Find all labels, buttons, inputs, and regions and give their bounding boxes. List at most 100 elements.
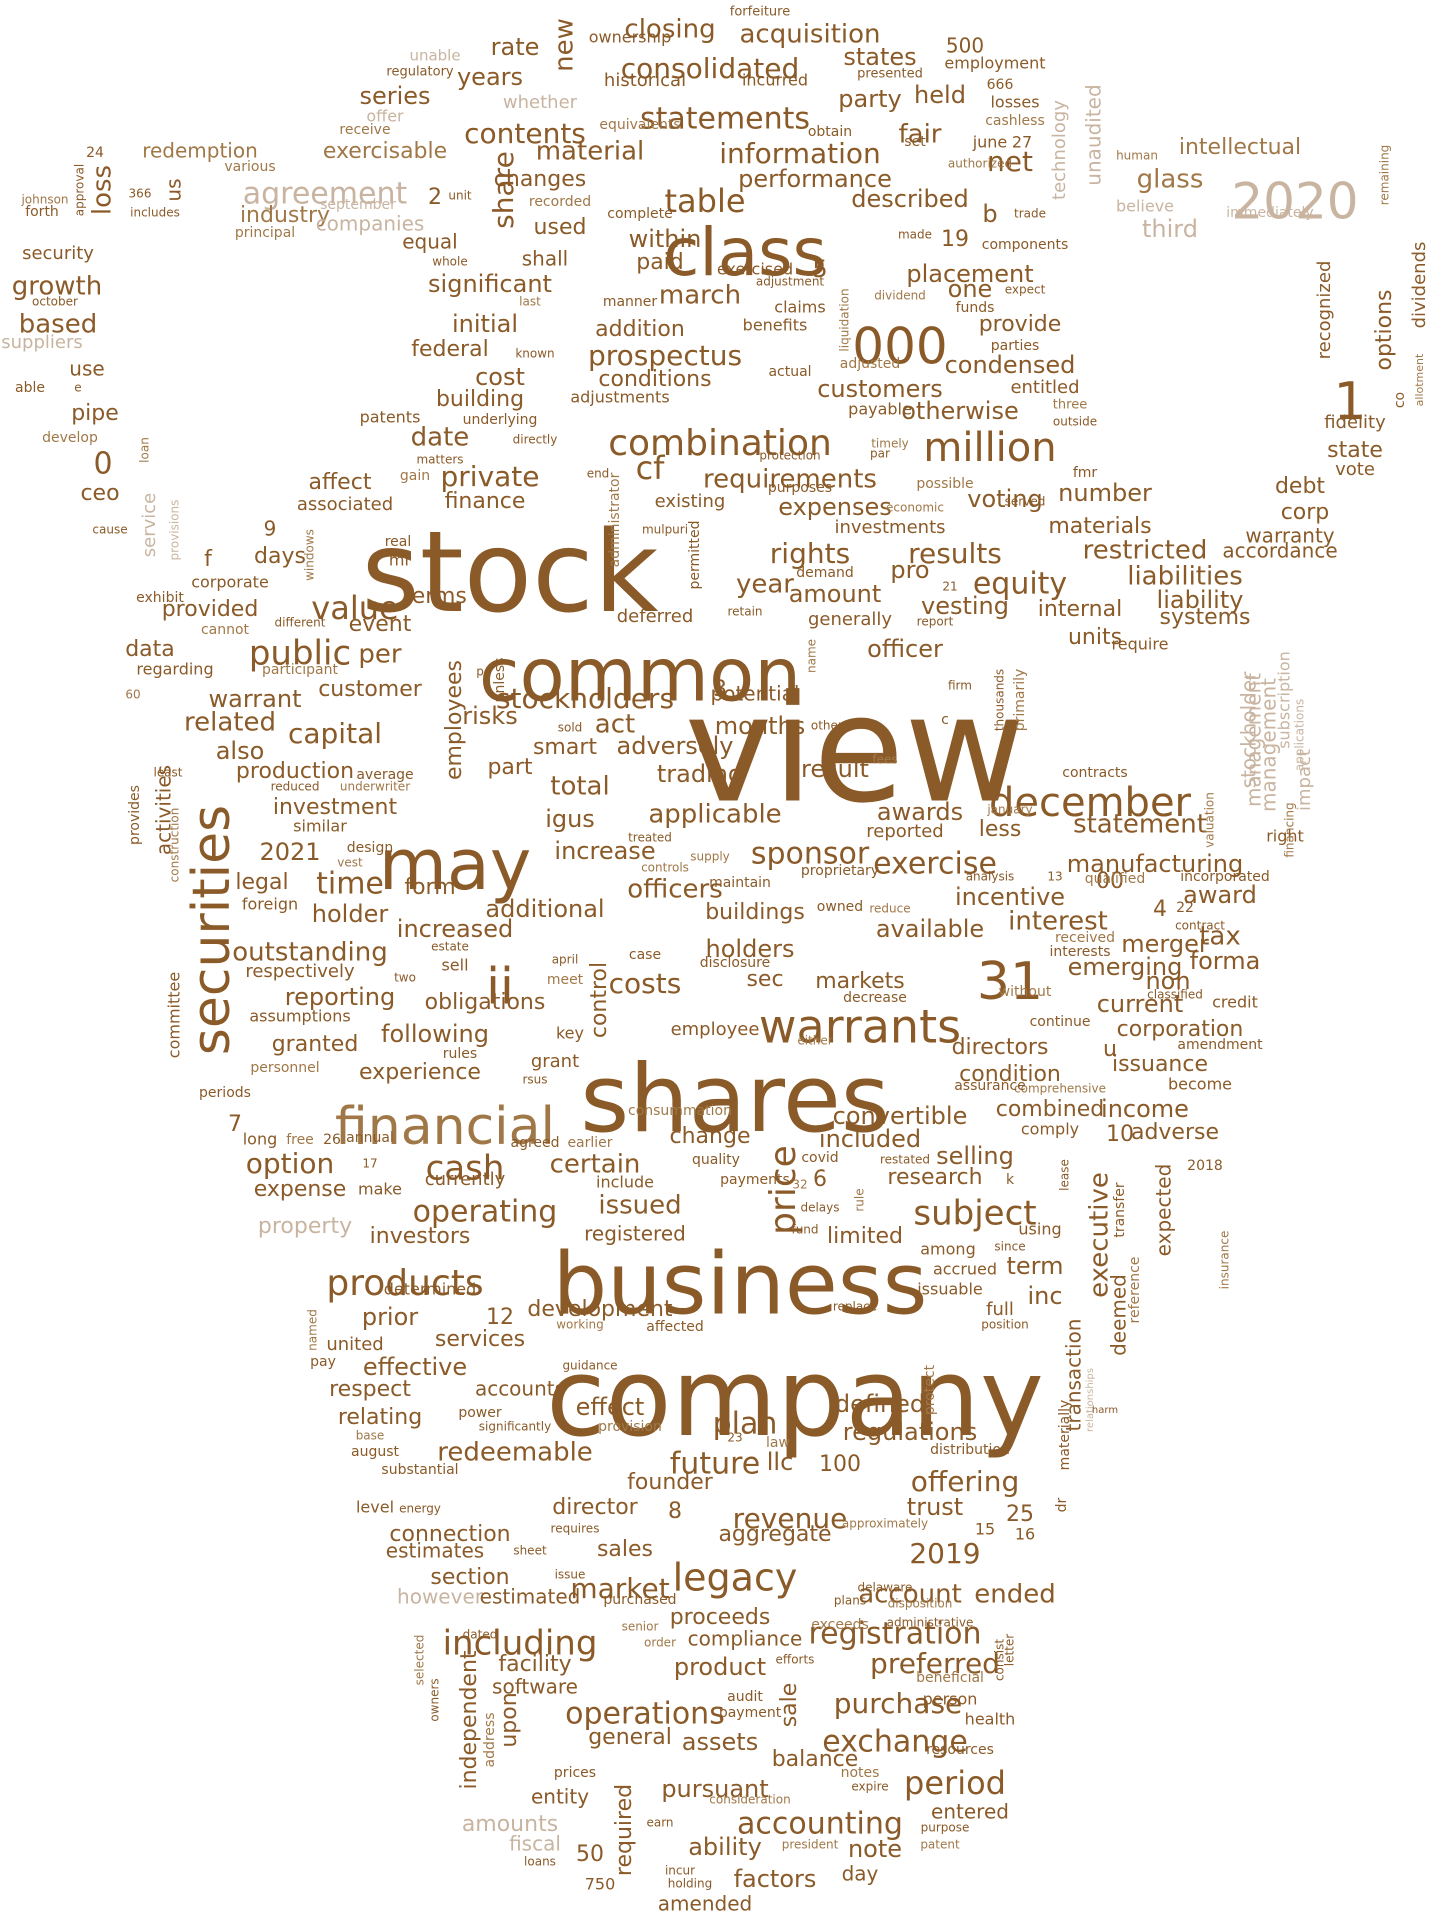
word-series: series — [359, 82, 430, 110]
word-deferred: deferred — [617, 606, 694, 627]
word-third: third — [1142, 215, 1198, 243]
word-amount: amount — [789, 580, 882, 608]
word-pursuant: pursuant — [661, 1775, 768, 1803]
word-maintain: maintain — [709, 875, 771, 891]
word-information: information — [719, 137, 881, 170]
word-unless: unless — [492, 658, 508, 703]
word-participant: participant — [262, 662, 339, 678]
word-vesting: vesting — [921, 592, 1009, 620]
word-15: 15 — [975, 1520, 995, 1539]
word-johnson: johnson — [20, 193, 68, 207]
word-management: management — [1257, 678, 1281, 812]
word-different: different — [275, 616, 326, 630]
word-fidelity: fidelity — [1324, 412, 1386, 433]
word-disclosure: disclosure — [700, 955, 770, 971]
word-common: common — [479, 633, 801, 719]
word-issue: issue — [555, 1568, 586, 1582]
word-protection: protection — [759, 449, 820, 463]
word-entitled: entitled — [1010, 377, 1079, 398]
word-pipe: pipe — [71, 401, 119, 426]
word-statement: statement — [1073, 810, 1207, 840]
word-funds: funds — [956, 300, 995, 316]
word-ownership: ownership — [589, 28, 672, 47]
word-facility: facility — [498, 1652, 571, 1677]
word-balance: balance — [772, 1747, 859, 1772]
word-parties: parties — [991, 338, 1040, 354]
word-provides: provides — [127, 785, 143, 845]
word-patents: patents — [360, 408, 421, 427]
word-either: either — [797, 1034, 832, 1048]
word-product: product — [674, 1653, 766, 1681]
word-set: set — [904, 134, 926, 150]
word-retain: retain — [727, 605, 762, 619]
word-accounts: accounts — [475, 1377, 565, 1401]
word-1: 1 — [1333, 372, 1366, 432]
word-substantial: substantial — [381, 1462, 458, 1478]
word-9: 9 — [264, 517, 277, 541]
word-incur: incur — [665, 1864, 695, 1878]
word-similar: similar — [293, 817, 347, 836]
word-investments: investments — [834, 517, 945, 538]
word-interest: interest — [1008, 907, 1108, 937]
word-non: non — [1145, 967, 1190, 995]
word-16: 16 — [1015, 1525, 1035, 1544]
word-principal: principal — [235, 225, 295, 241]
word-warrants: warrants — [759, 1000, 961, 1054]
word-states: states — [843, 43, 916, 71]
word-liabilities: liabilities — [1127, 562, 1243, 592]
word-allotment: allotment — [1413, 353, 1426, 406]
word-months: months — [715, 712, 805, 740]
word-pro: pro — [890, 556, 929, 584]
word-approximately: approximately — [842, 1517, 928, 1531]
word-holder: holder — [312, 900, 389, 928]
word-efforts: efforts — [776, 1653, 815, 1667]
word-selling: selling — [936, 1142, 1014, 1170]
word-become: become — [1168, 1075, 1232, 1094]
word-disposition: disposition — [888, 1597, 953, 1611]
word-award: award — [1183, 881, 1257, 909]
word-provision: provision — [598, 1419, 662, 1435]
word-13: 13 — [1047, 870, 1062, 884]
word-unable: unable — [409, 47, 460, 65]
word-following: following — [381, 1020, 489, 1048]
word-fund: fund — [791, 1223, 818, 1237]
word-adjustments: adjustments — [570, 388, 669, 407]
word-owned: owned — [817, 899, 863, 915]
word-otherwise: otherwise — [901, 397, 1019, 425]
word-audit: audit — [727, 1689, 763, 1705]
word-person: person — [923, 1690, 978, 1709]
word-regulatory: regulatory — [386, 65, 454, 80]
word-management: management — [1242, 673, 1266, 807]
word-able: able — [15, 380, 45, 396]
word-8: 8 — [668, 1499, 682, 1524]
word-incentive: incentive — [955, 883, 1065, 911]
word-condensed: condensed — [945, 351, 1076, 379]
word-agreed: agreed — [510, 1135, 559, 1151]
word-assurance: assurance — [954, 1078, 1026, 1094]
word-last: last — [519, 295, 541, 309]
word-total: total — [550, 772, 609, 802]
word-expire: expire — [851, 1780, 888, 1794]
word-lease: lease — [1058, 1159, 1072, 1191]
word-firm: firm — [948, 679, 972, 693]
word-forfeiture: forfeiture — [730, 5, 790, 20]
word-energy: energy — [399, 1502, 441, 1516]
word-timely: timely — [871, 437, 909, 451]
word-closing: closing — [624, 15, 715, 45]
word-market: market — [570, 1572, 669, 1605]
word-exercised: exercised — [717, 260, 793, 279]
word-risks: risks — [462, 702, 517, 730]
word-condition: condition — [959, 1062, 1061, 1087]
word-issued: issued — [598, 1191, 681, 1221]
word-significant: significant — [428, 270, 552, 298]
word-note: note — [848, 1835, 902, 1863]
word-benefits: benefits — [743, 316, 808, 335]
word-insurance: insurance — [1218, 1231, 1232, 1290]
word-defined: defined — [835, 1390, 925, 1418]
word-cash: cash — [426, 1149, 505, 1189]
word-replace: replace — [833, 1300, 877, 1314]
word-december: december — [989, 780, 1192, 826]
word-stock: stock — [361, 508, 658, 638]
word-associated: associated — [297, 494, 393, 515]
